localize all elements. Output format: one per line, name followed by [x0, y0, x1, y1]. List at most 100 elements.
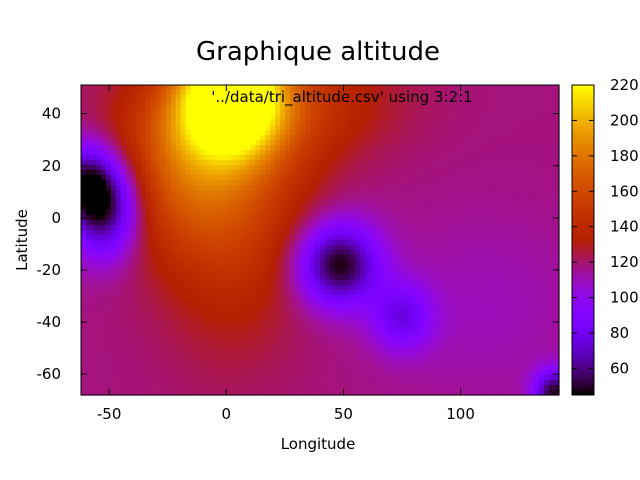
- heatmap-cell: [85, 120, 92, 126]
- heatmap-cell: [554, 175, 560, 181]
- heatmap-cell: [459, 180, 465, 186]
- heatmap-cell: [374, 115, 381, 121]
- heatmap-cell: [379, 265, 386, 271]
- heatmap-cell: [205, 340, 212, 346]
- heatmap-cell: [464, 330, 470, 336]
- heatmap-cell: [275, 200, 281, 206]
- heatmap-cell: [275, 265, 281, 271]
- heatmap-cell: [81, 235, 87, 241]
- heatmap-cell: [200, 160, 207, 166]
- heatmap-cell: [190, 225, 197, 231]
- heatmap-cell: [409, 135, 416, 141]
- heatmap-cell: [554, 115, 560, 121]
- heatmap-cell: [230, 295, 236, 301]
- heatmap-cell: [404, 290, 411, 296]
- heatmap-cell: [125, 215, 132, 221]
- heatmap-cell: [534, 285, 540, 291]
- heatmap-cell: [150, 310, 157, 316]
- heatmap-cell: [554, 195, 560, 201]
- heatmap-cell: [384, 295, 391, 301]
- heatmap-cell: [235, 235, 241, 241]
- heatmap-cell: [250, 270, 256, 276]
- heatmap-cell: [334, 210, 341, 216]
- heatmap-cell: [544, 180, 550, 186]
- heatmap-cell: [484, 240, 490, 246]
- heatmap-cell: [404, 135, 411, 141]
- heatmap-cell: [514, 340, 520, 346]
- heatmap-cell: [479, 125, 485, 131]
- heatmap-cell: [205, 140, 212, 146]
- heatmap-cell: [185, 105, 192, 111]
- heatmap-cell: [379, 280, 386, 286]
- heatmap-cell: [359, 140, 366, 146]
- heatmap-cell: [464, 240, 470, 246]
- heatmap-cell: [369, 295, 376, 301]
- heatmap-cell: [225, 325, 231, 331]
- heatmap-cell: [494, 215, 500, 221]
- heatmap-cell: [255, 195, 261, 201]
- heatmap-cell: [359, 210, 366, 216]
- heatmap-cell: [295, 165, 301, 171]
- heatmap-cell: [504, 90, 510, 96]
- heatmap-cell: [230, 195, 236, 201]
- heatmap-cell: [175, 240, 182, 246]
- heatmap-cell: [270, 330, 276, 336]
- heatmap-cell: [240, 340, 246, 346]
- heatmap-cell: [310, 120, 316, 126]
- heatmap-cell: [389, 130, 396, 136]
- heatmap-cell: [105, 155, 112, 161]
- heatmap-cell: [105, 120, 112, 126]
- heatmap-cell: [105, 295, 112, 301]
- heatmap-cell: [364, 265, 371, 271]
- heatmap-cell: [344, 330, 351, 336]
- heatmap-cell: [349, 335, 356, 341]
- heatmap-cell: [185, 175, 192, 181]
- heatmap-cell: [384, 100, 391, 106]
- heatmap-cell: [509, 325, 515, 331]
- heatmap-cell: [155, 275, 162, 281]
- heatmap-cell: [424, 205, 431, 211]
- heatmap-cell: [379, 90, 386, 96]
- heatmap-cell: [554, 200, 560, 206]
- heatmap-cell: [270, 295, 276, 301]
- heatmap-cell: [364, 320, 371, 326]
- heatmap-cell: [529, 165, 535, 171]
- heatmap-cell: [534, 305, 540, 311]
- heatmap-cell: [354, 130, 361, 136]
- heatmap-cell: [534, 145, 540, 151]
- heatmap-cell: [369, 290, 376, 296]
- heatmap-cell: [275, 310, 281, 316]
- heatmap-cell: [399, 285, 406, 291]
- heatmap-cell: [290, 175, 296, 181]
- heatmap-cell: [160, 175, 167, 181]
- heatmap-cell: [200, 115, 207, 121]
- heatmap-cell: [130, 185, 137, 191]
- heatmap-cell: [369, 210, 376, 216]
- heatmap-cell: [140, 300, 147, 306]
- heatmap-cell: [175, 115, 182, 121]
- heatmap-cell: [120, 120, 127, 126]
- heatmap-cell: [419, 110, 426, 116]
- heatmap-cell: [504, 110, 510, 116]
- heatmap-cell: [434, 170, 441, 176]
- heatmap-cell: [145, 190, 152, 196]
- heatmap-cell: [349, 285, 356, 291]
- heatmap-cell: [215, 135, 222, 141]
- heatmap-cell: [389, 220, 396, 226]
- heatmap-cell: [105, 175, 112, 181]
- heatmap-cell: [175, 245, 182, 251]
- heatmap-cell: [250, 200, 256, 206]
- heatmap-cell: [255, 115, 261, 121]
- heatmap-cell: [349, 215, 356, 221]
- heatmap-cell: [374, 85, 381, 91]
- heatmap-cell: [295, 335, 301, 341]
- heatmap-cell: [474, 295, 480, 301]
- heatmap-cell: [135, 255, 142, 261]
- heatmap-cell: [344, 315, 351, 321]
- heatmap-cell: [220, 210, 226, 216]
- heatmap-cell: [310, 340, 316, 346]
- heatmap-cell: [190, 220, 197, 226]
- heatmap-cell: [190, 120, 197, 126]
- heatmap-cell: [369, 235, 376, 241]
- heatmap-cell: [275, 260, 281, 266]
